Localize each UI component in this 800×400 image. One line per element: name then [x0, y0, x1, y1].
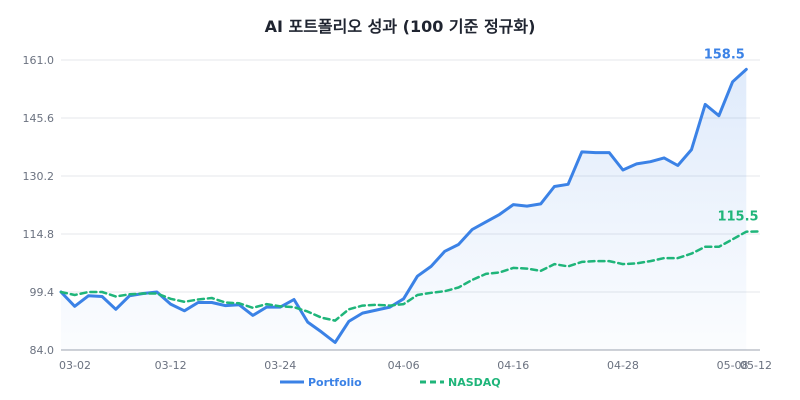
portfolio-area-fill	[61, 69, 747, 351]
x-tick-label: 04-28	[607, 359, 639, 372]
series-lines	[59, 67, 762, 351]
chart-title: AI 포트폴리오 성과 (100 기준 정규화)	[265, 17, 536, 36]
x-tick-label: 03-24	[264, 359, 296, 372]
nasdaq-legend-label: NASDAQ	[448, 376, 501, 389]
end-labels: 158.5 115.5	[704, 47, 759, 224]
x-tick-label: 05-12	[740, 359, 772, 372]
y-tick-label: 99.4	[30, 286, 55, 299]
portfolio-line	[59, 67, 748, 344]
y-tick-label: 145.6	[23, 112, 55, 125]
y-axis-ticks: 161.0 145.6 130.2 114.8 99.4 84.0	[23, 54, 55, 357]
portfolio-end-label: 158.5	[704, 47, 745, 62]
x-tick-label: 05-08	[717, 359, 749, 372]
y-tick-label: 84.0	[30, 344, 55, 357]
x-tick-label: 03-12	[155, 359, 187, 372]
x-tick-label: 03-02	[59, 359, 91, 372]
y-tick-label: 130.2	[23, 170, 55, 183]
x-tick-label: 04-16	[497, 359, 529, 372]
x-tick-label: 04-06	[388, 359, 420, 372]
nasdaq-end-label: 115.5	[717, 209, 758, 224]
nasdaq-line	[59, 230, 762, 322]
legend: Portfolio NASDAQ	[280, 376, 501, 389]
y-tick-label: 161.0	[23, 54, 55, 67]
portfolio-legend-label: Portfolio	[308, 376, 362, 389]
y-tick-label: 114.8	[23, 228, 55, 241]
